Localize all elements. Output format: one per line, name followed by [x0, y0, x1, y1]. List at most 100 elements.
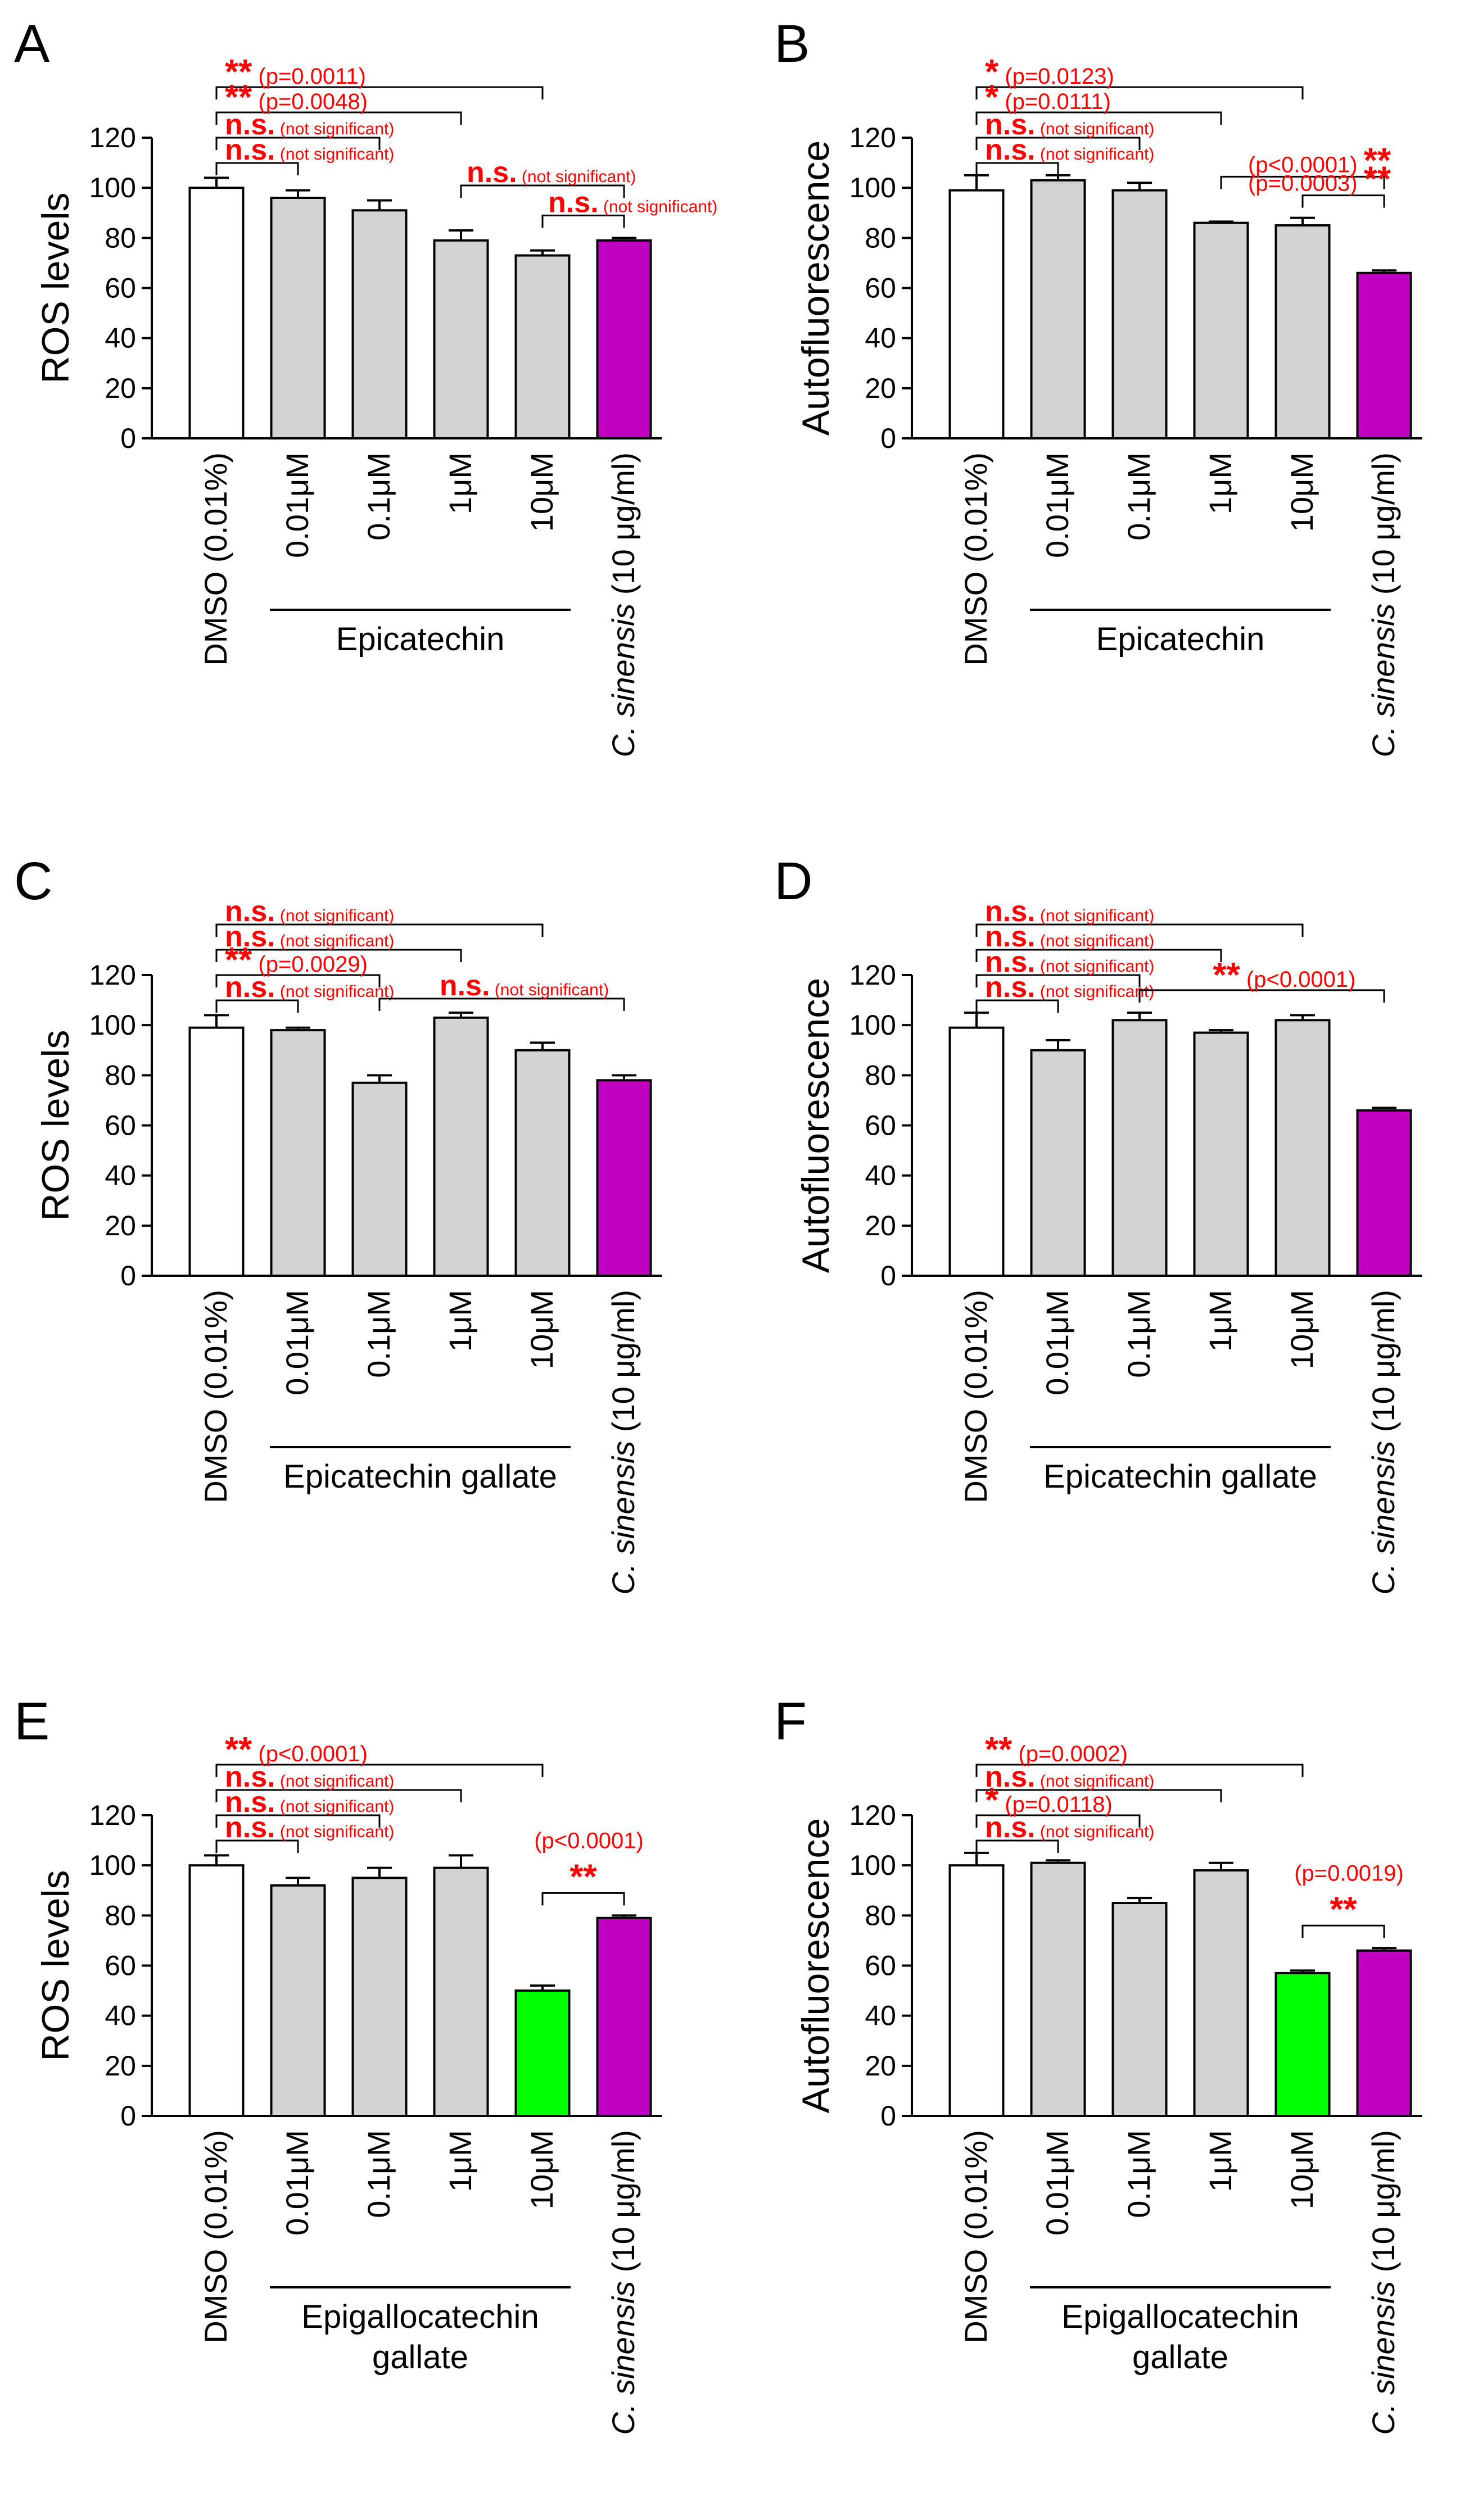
significance-bracket: ** (p<0.0001) — [215, 1730, 544, 1777]
y-tick-label: 20 — [865, 373, 896, 404]
significance-label: n.s. (not significant) — [225, 1811, 394, 1844]
significance-bracket: n.s. (not significant) — [215, 1811, 394, 1853]
group-label: Epicatechin — [1096, 621, 1265, 658]
significance-bracket: ** (p=0.0029) — [215, 941, 381, 987]
significance-bracket: * (p=0.0123) — [975, 53, 1304, 99]
y-tick-label: 40 — [865, 323, 896, 354]
y-tick-label: 80 — [865, 1900, 896, 1931]
x-tick-label: 1μM — [442, 452, 478, 514]
bracket-line — [975, 1814, 1141, 1828]
group-label: Epigallocatechin — [1061, 2299, 1299, 2335]
bracket-line — [541, 214, 625, 228]
bar — [1030, 1049, 1086, 1277]
significance-label: ** (p=0.0048) — [225, 78, 368, 117]
y-tick-label: 60 — [105, 273, 136, 304]
y-tick-label: 60 — [105, 1110, 136, 1141]
bracket-line — [215, 923, 544, 937]
x-tick-label: C. sinensis (10 μg/ml) — [605, 2130, 641, 2435]
significance-label: ** (p<0.0001) — [225, 1730, 368, 1769]
y-tick-label: 20 — [865, 1210, 896, 1241]
significance-label: ** (p=0.0002) — [985, 1730, 1128, 1769]
significance-bracket: * (p=0.0118) — [975, 1781, 1141, 1828]
bar — [596, 1079, 652, 1277]
y-tick-label: 100 — [849, 1850, 896, 1881]
y-tick-label: 20 — [105, 1210, 136, 1241]
y-tick-label: 80 — [105, 222, 136, 253]
y-tick-label: 120 — [849, 122, 896, 153]
bracket-line — [975, 1789, 1222, 1802]
x-tick-label: 1μM — [442, 1290, 478, 1352]
significance-pvalue: (p=0.0019) — [1294, 1861, 1404, 1886]
bar — [351, 209, 408, 439]
panel-letter: C — [14, 851, 53, 911]
bracket-line — [975, 923, 1304, 937]
significance-label: * (p=0.0111) — [985, 78, 1111, 117]
chart-panel-b: B Autofluorescence 0 20 40 60 80 100 120 DMSO (0.… — [774, 14, 1422, 758]
significance-label: ** (p=0.0029) — [225, 941, 368, 980]
x-tick-label: 0.01μM — [279, 452, 315, 558]
significance-bracket: n.s. (not significant) — [215, 134, 394, 175]
y-tick-label: 40 — [105, 1160, 136, 1191]
group-label: gallate — [1132, 2339, 1228, 2376]
chart-panel-f: F Autofluorescence 0 20 40 60 80 100 120 DMSO (0.… — [774, 1692, 1422, 2435]
bracket-line — [460, 184, 625, 198]
x-tick-label: DMSO (0.01%) — [198, 1290, 233, 1503]
x-tick-label: 1μM — [1203, 452, 1238, 514]
x-tick-label: 10μM — [1284, 452, 1319, 532]
significance-bracket: n.s. (not significant) — [975, 895, 1304, 937]
y-tick-label: 40 — [105, 2000, 136, 2032]
significance-label: n.s. (not significant) — [985, 108, 1154, 141]
y-tick-label: 40 — [105, 323, 136, 354]
significance-label: n.s. (not significant) — [440, 969, 609, 1002]
panel-letter: D — [774, 851, 813, 911]
bracket-line — [1301, 1924, 1385, 1938]
significance-label: n.s. (not significant) — [225, 971, 394, 1004]
bar — [433, 1866, 489, 2117]
y-tick-label: 100 — [89, 1009, 136, 1041]
significance-bracket: n.s. (not significant) — [975, 971, 1154, 1013]
significance-bracket: (p=0.0019) ** — [1294, 1861, 1404, 1938]
bracket-line — [215, 162, 299, 175]
significance-bracket: (p<0.0001) ** — [1220, 141, 1391, 189]
bar — [596, 239, 652, 439]
group-label: Epicatechin — [336, 621, 505, 658]
y-tick-label: 0 — [120, 2100, 136, 2132]
y-tick-label: 0 — [120, 423, 136, 454]
significance-label: (p=0.0003) ** — [1248, 160, 1391, 199]
y-tick-label: 60 — [865, 1110, 896, 1141]
significance-label: n.s. (not significant) — [985, 895, 1154, 928]
significance-label: n.s. (not significant) — [985, 946, 1154, 978]
bar — [596, 1916, 652, 2117]
significance-bracket: n.s. (not significant) — [215, 1786, 394, 1828]
significance-bracket: n.s. (not significant) — [378, 969, 625, 1011]
group-label: gallate — [372, 2339, 468, 2376]
significance-bracket: n.s. (not significant) — [975, 108, 1154, 150]
x-tick-label: 1μM — [1203, 1290, 1238, 1352]
bar — [1274, 1971, 1331, 2117]
bracket-line — [215, 1839, 299, 1853]
significance-bracket: (p=0.0003) ** — [1248, 160, 1391, 208]
bar — [1111, 1019, 1168, 1277]
x-tick-label: 0.1μM — [361, 1290, 396, 1378]
chart-panel-c: C ROS levels 0 20 40 60 80 100 120 DMSO (0.01%) 0.… — [14, 851, 662, 1595]
x-tick-label: 0.01μM — [279, 1290, 315, 1395]
bar — [1193, 221, 1249, 439]
significance-bracket: ** (p=0.0048) — [215, 78, 462, 125]
x-tick-label: 10μM — [524, 452, 559, 532]
bar — [433, 239, 489, 439]
panel-letter: B — [774, 14, 810, 74]
bracket-line — [215, 1789, 462, 1802]
significance-bracket: ** (p=0.0011) — [215, 53, 544, 99]
significance-label: n.s. (not significant) — [225, 134, 394, 166]
bar — [188, 187, 245, 439]
y-tick-label: 80 — [865, 1059, 896, 1091]
significance-bracket: n.s. (not significant) — [460, 156, 636, 198]
bar — [948, 189, 1005, 439]
significance-bracket: ** (p=0.0002) — [975, 1730, 1304, 1777]
significance-label: n.s. (not significant) — [467, 156, 636, 189]
bar — [1030, 179, 1086, 439]
x-tick-label: C. sinensis (10 μg/ml) — [605, 1290, 641, 1595]
y-tick-label: 20 — [865, 2050, 896, 2082]
x-tick-label: DMSO (0.01%) — [198, 452, 233, 666]
